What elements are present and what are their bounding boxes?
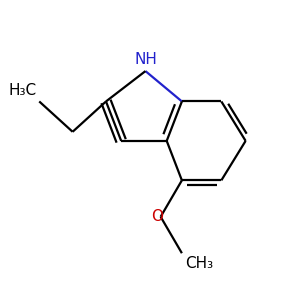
Text: H₃C: H₃C xyxy=(8,83,36,98)
Text: O: O xyxy=(152,209,164,224)
Text: CH₃: CH₃ xyxy=(185,256,213,271)
Text: NH: NH xyxy=(134,52,157,67)
